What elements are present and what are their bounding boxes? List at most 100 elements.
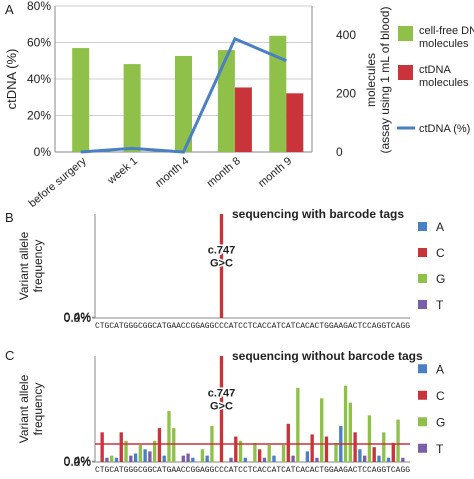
legend-label: A xyxy=(436,362,444,376)
panel-label-c: C xyxy=(5,348,14,363)
bar-g xyxy=(348,402,353,462)
line-ctdna-percent xyxy=(80,36,287,154)
bar-g xyxy=(367,415,372,462)
y-tick-label: 0.2% xyxy=(64,311,92,325)
bar-a xyxy=(386,457,391,462)
legend-label: ctDNA (%) xyxy=(419,123,470,135)
bar-t xyxy=(362,455,367,462)
y-tick-label: 0.4% xyxy=(64,454,92,468)
legend-label: ctDNA xyxy=(419,64,451,76)
x-tick-label: month 9 xyxy=(256,155,294,190)
bar-g xyxy=(172,428,176,462)
y-axis-right-title: molecules xyxy=(364,53,378,107)
sequence-label: CTGCATGGGCGGCATGAACCGGAGGCCCATCCTCACCATC… xyxy=(95,322,410,331)
bar-g xyxy=(167,411,171,462)
y-axis-title: frequency xyxy=(31,383,45,436)
legend-label: C xyxy=(436,389,445,403)
bar-g xyxy=(281,445,286,462)
bar-c xyxy=(157,428,162,462)
bar-a xyxy=(191,457,195,462)
bar-c xyxy=(219,214,224,318)
x-tick-label: month 4 xyxy=(153,155,191,190)
bar-t xyxy=(229,457,233,462)
y-axis-right-subtitle: (assay using 1 mL of blood) xyxy=(378,7,392,154)
y-tick-label: 0.2% xyxy=(64,455,92,469)
x-tick-label: month 8 xyxy=(205,155,243,190)
legend-label: G xyxy=(436,415,445,429)
legend-swatch-a xyxy=(418,364,427,374)
bar-g xyxy=(296,387,300,462)
bar-c xyxy=(257,449,262,462)
bar-c xyxy=(391,442,395,462)
left-tick-label: 40% xyxy=(27,72,51,86)
bar-g xyxy=(334,442,338,462)
legend-label: G xyxy=(436,272,445,286)
legend-swatch-a xyxy=(418,222,427,231)
legend-label: cell-free DNA xyxy=(419,25,474,37)
bar-g xyxy=(152,440,157,462)
x-tick-label: week 1 xyxy=(105,155,140,187)
right-tick-label: 0 xyxy=(336,145,343,159)
bar-a xyxy=(162,455,166,462)
legend-label: A xyxy=(436,220,444,234)
left-tick-label: 60% xyxy=(27,36,51,50)
legend-label: molecules xyxy=(419,38,469,50)
panel-a-chart: 0% 20% 40% 60% 80% 0 200 400 before surgery week … xyxy=(4,0,474,210)
legend-swatch-c xyxy=(418,390,427,400)
y-tick-label: 0.0% xyxy=(64,455,92,469)
bar-c xyxy=(286,423,290,462)
sequence-label: CTGCATGGGCGGCATGAACCGGAGGCCCATCCTCACCATC… xyxy=(95,466,410,475)
bar-cell-free-dna xyxy=(217,50,235,153)
bar-g xyxy=(124,440,128,462)
bar-g xyxy=(110,455,114,462)
bar-ctdna-molecules xyxy=(286,93,304,152)
bar-a xyxy=(272,455,276,462)
mutation-annotation: c.747 xyxy=(208,245,236,257)
bar-a xyxy=(377,455,381,462)
panel-title: sequencing with barcode tags xyxy=(232,207,404,221)
mutation-annotation: G>C xyxy=(210,258,233,270)
panel-title: sequencing without barcode tags xyxy=(232,349,423,363)
bar-c xyxy=(324,436,329,462)
legend-swatch xyxy=(398,26,413,41)
legend-label: C xyxy=(436,246,445,260)
bar-t xyxy=(148,451,152,462)
right-tick-label: 400 xyxy=(336,28,356,42)
legend-swatch-g xyxy=(418,417,427,427)
bar-c xyxy=(100,432,104,462)
panel-label-b: B xyxy=(5,210,14,225)
legend-swatch-g xyxy=(418,274,427,283)
legend-swatch xyxy=(398,65,413,80)
bar-ctdna-molecules xyxy=(234,87,252,152)
bar-t xyxy=(129,455,133,462)
bar-t xyxy=(262,457,267,462)
bar-a xyxy=(358,449,362,462)
legend-label: T xyxy=(436,298,444,312)
y-axis-title: Variant allele xyxy=(17,231,31,300)
mutation-annotation: G>C xyxy=(210,400,233,412)
bar-t xyxy=(401,457,405,462)
right-tick-label: 200 xyxy=(336,87,356,101)
bar-cell-free-dna xyxy=(175,55,192,152)
bar-cell-free-dna xyxy=(269,35,287,153)
bar-a xyxy=(305,451,310,462)
legend-label: molecules xyxy=(419,77,469,89)
mutation-annotation: c.747 xyxy=(208,387,236,399)
bar-g xyxy=(138,445,143,462)
y-axis-title: Variant allele xyxy=(17,374,31,443)
bar-g xyxy=(396,419,400,462)
legend-swatch-c xyxy=(418,248,427,257)
bar-g xyxy=(238,440,243,462)
bar-c xyxy=(234,436,238,462)
bar-g xyxy=(200,449,205,462)
panel-c-chart: sequencing without barcode tags 0.0%0.2%0… xyxy=(17,349,445,475)
bar-a xyxy=(114,457,119,462)
bar-t xyxy=(181,455,185,462)
left-tick-label: 20% xyxy=(27,109,51,123)
bar-g xyxy=(267,445,271,462)
y-tick-label: 0.0% xyxy=(64,311,92,325)
bar-g xyxy=(382,432,386,462)
bar-cell-free-dna xyxy=(123,64,141,152)
left-tick-label: 0% xyxy=(34,145,52,159)
bar-a xyxy=(133,453,138,462)
